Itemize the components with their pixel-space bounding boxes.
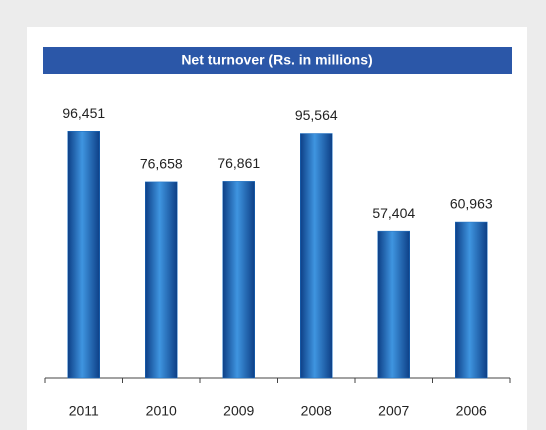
bar (455, 221, 488, 379)
bar (300, 133, 333, 379)
chart-title: Net turnover (Rs. in millions) (181, 52, 372, 68)
data-label: 95,564 (295, 107, 338, 123)
bar (377, 230, 410, 379)
data-label: 60,963 (450, 196, 493, 212)
data-label: 57,404 (372, 205, 415, 221)
bar (67, 130, 100, 379)
data-label: 76,658 (140, 156, 183, 172)
x-tick-label: 2008 (301, 403, 332, 419)
bar (222, 181, 255, 379)
bar (145, 181, 178, 379)
data-label: 96,451 (62, 105, 105, 121)
x-tick-label: 2011 (69, 403, 99, 419)
panel (27, 27, 527, 430)
x-tick-label: 2009 (223, 403, 254, 419)
x-tick-label: 2007 (378, 403, 409, 419)
data-label: 76,861 (217, 155, 260, 171)
title-bar (43, 47, 512, 74)
x-tick-label: 2006 (456, 403, 487, 419)
x-tick-label: 2010 (146, 403, 177, 419)
